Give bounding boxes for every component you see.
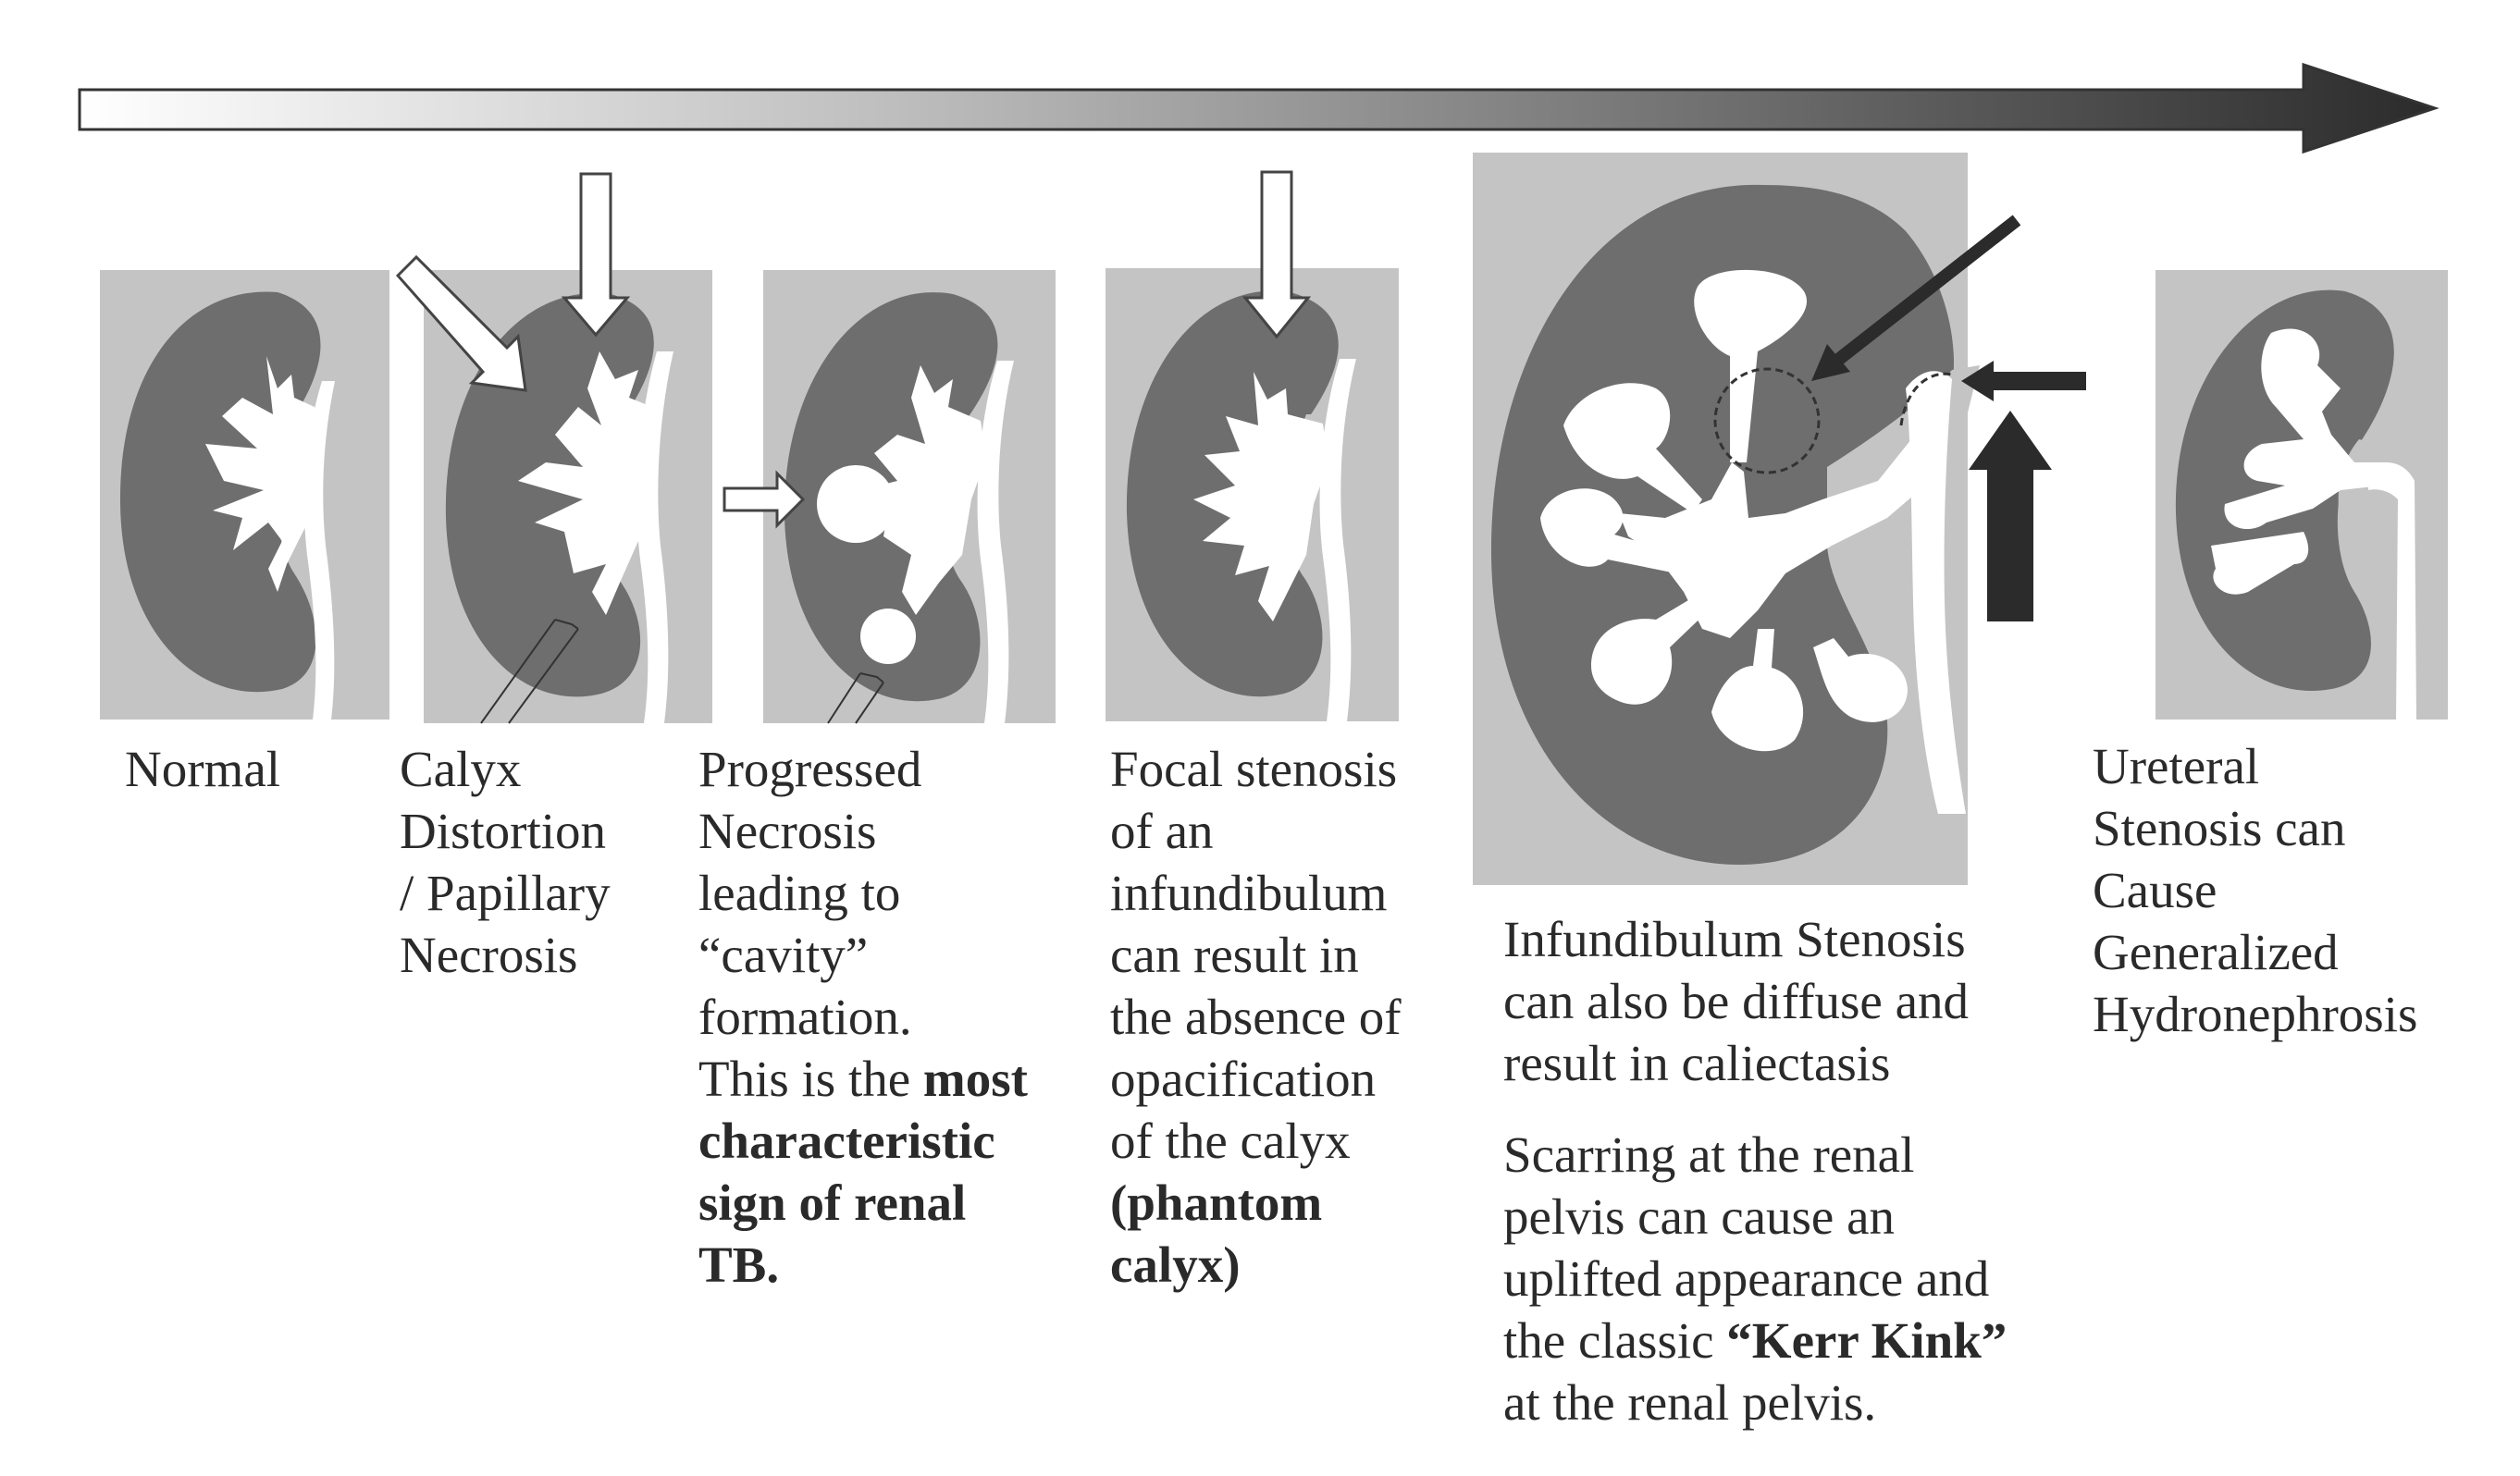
caption-bold-text: characteristic xyxy=(698,1113,995,1169)
kidney-progressed-necrosis xyxy=(723,270,1056,724)
caption-line: of the calyx xyxy=(1110,1113,1351,1169)
caption-line: result in caliectasis xyxy=(1503,1035,1891,1091)
caption-text: This is the xyxy=(698,1051,911,1107)
caption-diffuse-stenosis: Infundibulum Stenosis can also be diffus… xyxy=(1503,908,1969,1094)
caption-text: the classic xyxy=(1503,1312,1714,1369)
dark-arrow-left xyxy=(1989,372,2086,390)
caption-bold-text: “Kerr Kink” xyxy=(1726,1312,2007,1369)
caption-line: can also be diffuse and xyxy=(1503,973,1969,1029)
caption-line: This is the most xyxy=(698,1048,1028,1110)
caption-line: Necrosis xyxy=(400,927,578,983)
caption-line: uplifted appearance and xyxy=(1503,1250,1990,1307)
caption-line: formation. xyxy=(698,989,912,1045)
caption-line: Scarring at the renal xyxy=(1503,1126,1915,1183)
caption-line: “cavity” xyxy=(698,927,869,983)
caption-line: Infundibulum Stenosis xyxy=(1503,911,1966,967)
outline-arrow-down xyxy=(561,172,631,338)
caption-bold-text: calyx) xyxy=(1110,1236,1241,1293)
caption-line: can result in xyxy=(1110,927,1359,983)
kidney-normal xyxy=(100,270,389,720)
caption-focal-stenosis: Focal stenosis of an infundibulum can re… xyxy=(1110,738,1402,1296)
kidney-focal-stenosis xyxy=(1106,170,1399,721)
caption-line: of an xyxy=(1110,803,1214,859)
caption-line: Calyx xyxy=(400,741,522,797)
caption-calyx-distortion: Calyx Distortion / Papillary Necrosis xyxy=(400,738,611,986)
caption-line: calyx) xyxy=(1110,1234,1402,1296)
kidney-calyx-distortion xyxy=(395,172,712,724)
caption-bold-text: most xyxy=(922,1051,1028,1107)
dark-arrow-up xyxy=(1987,467,2033,621)
caption-line: the classic “Kerr Kink” xyxy=(1503,1310,2007,1371)
caption-line: Generalized xyxy=(2093,924,2339,980)
outline-arrow-right xyxy=(723,470,806,529)
caption-line: Ureteral xyxy=(2093,738,2260,794)
caption-line: / Papillary xyxy=(400,865,611,921)
kidney-diffuse-stenosis xyxy=(1473,153,2086,885)
caption-line: Normal xyxy=(125,741,281,797)
caption-ureteral-stenosis: Ureteral Stenosis can Cause Generalized … xyxy=(2093,735,2417,1045)
caption-progressed-necrosis: Progressed Necrosis leading to “cavity” … xyxy=(698,738,1028,1296)
caption-line: (phantom xyxy=(1110,1172,1402,1234)
caption-line: Focal stenosis xyxy=(1110,741,1398,797)
caption-line: Stenosis can xyxy=(2093,800,2346,856)
caption-normal: Normal xyxy=(125,738,280,800)
caption-bold-text: sign of renal xyxy=(698,1175,967,1231)
caption-line: Progressed xyxy=(698,741,922,797)
caption-line: at the renal pelvis. xyxy=(1503,1374,1877,1431)
outline-arrow-diagonal xyxy=(395,254,527,392)
progression-arrow xyxy=(78,62,2440,154)
caption-line: characteristic xyxy=(698,1110,1028,1172)
caption-line: leading to xyxy=(698,865,901,921)
caption-bold-text: (phantom xyxy=(1110,1175,1323,1231)
caption-kerr-kink: Scarring at the renal pelvis can cause a… xyxy=(1503,1124,2007,1433)
outline-arrow-down-2 xyxy=(1241,170,1312,339)
dark-arrow-diagonal xyxy=(1825,215,2021,372)
caption-line: pelvis can cause an xyxy=(1503,1188,1896,1245)
caption-line: sign of renal xyxy=(698,1172,1028,1234)
caption-line: Distortion xyxy=(400,803,607,859)
kidney-ureteral-stenosis xyxy=(2156,270,2448,720)
caption-line: Hydronephrosis xyxy=(2093,986,2418,1042)
caption-line: Cause xyxy=(2093,862,2217,918)
caption-line: Necrosis xyxy=(698,803,877,859)
caption-bold-text: TB. xyxy=(698,1236,780,1293)
caption-line: infundibulum xyxy=(1110,865,1388,921)
caption-line: the absence of xyxy=(1110,989,1402,1045)
caption-line: TB. xyxy=(698,1234,1028,1296)
caption-line: opacification xyxy=(1110,1051,1377,1107)
